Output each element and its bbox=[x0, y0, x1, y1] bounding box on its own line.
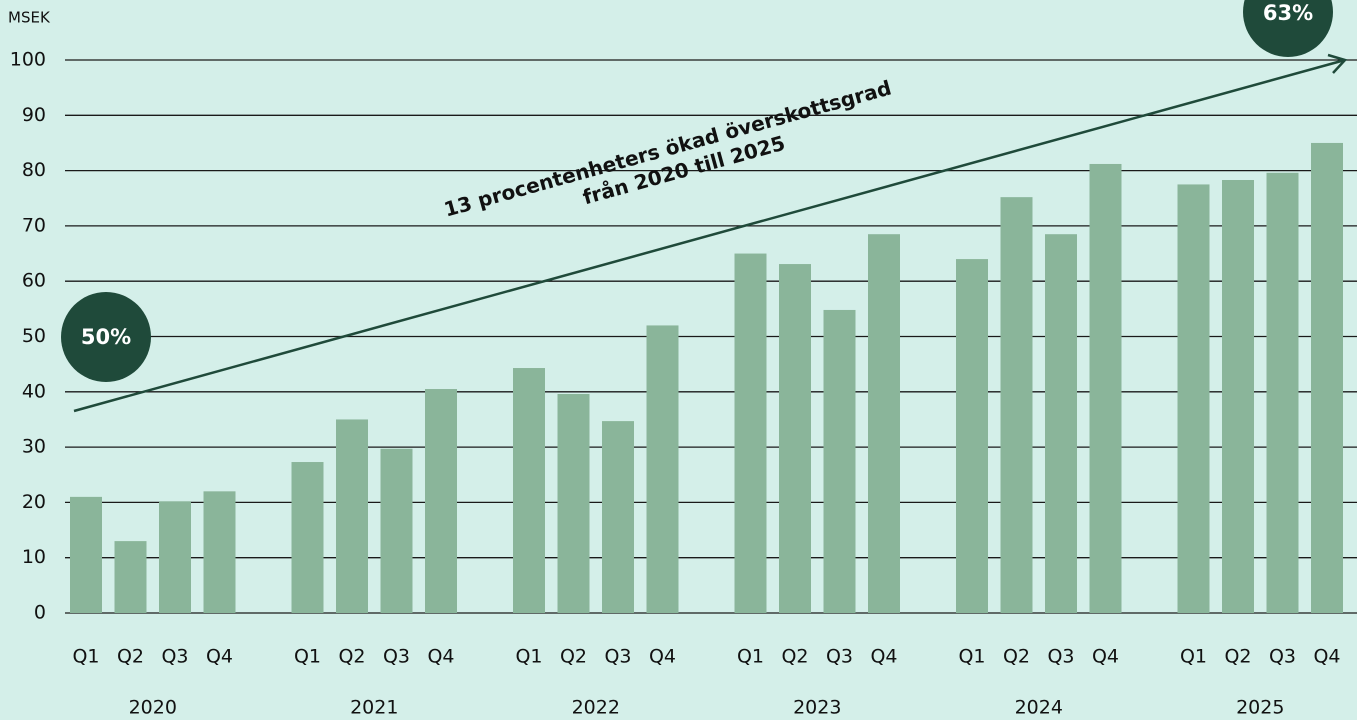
group-label: 2020 bbox=[129, 697, 177, 719]
arrow-head bbox=[1327, 53, 1348, 74]
group-label: 2023 bbox=[793, 697, 841, 719]
y-tick-label: 20 bbox=[22, 491, 46, 513]
x-tick-label: Q3 bbox=[161, 646, 188, 668]
bar bbox=[1177, 184, 1210, 614]
x-tick-label: Q4 bbox=[427, 646, 454, 668]
bar bbox=[114, 541, 147, 613]
bar bbox=[513, 368, 545, 613]
x-tick-label: Q4 bbox=[870, 646, 897, 668]
annotation: 13 procentenheters ökad överskottsgrad bbox=[441, 76, 894, 222]
x-tick-label: Q3 bbox=[826, 646, 853, 668]
bar bbox=[602, 421, 634, 613]
bar bbox=[380, 448, 413, 613]
group-label: 2022 bbox=[572, 697, 620, 719]
x-tick-label: Q1 bbox=[737, 646, 764, 668]
bar bbox=[1000, 197, 1033, 614]
x-tick-label: Q4 bbox=[206, 646, 233, 668]
y-tick-label: 40 bbox=[22, 380, 46, 402]
group-label: 2025 bbox=[1236, 697, 1284, 719]
badge-circle bbox=[1243, 0, 1333, 57]
group-label: 2021 bbox=[350, 697, 398, 719]
x-tick-label: Q1 bbox=[1180, 646, 1207, 668]
y-tick-label: 70 bbox=[22, 214, 46, 236]
y-tick-label: 90 bbox=[22, 104, 46, 126]
x-tick-label: Q4 bbox=[1313, 646, 1340, 668]
badge-label: 63% bbox=[1263, 1, 1313, 25]
y-axis-label: MSEK bbox=[8, 9, 51, 27]
x-tick-label: Q1 bbox=[515, 646, 542, 668]
bar bbox=[557, 394, 590, 613]
bar bbox=[1089, 163, 1122, 614]
bar bbox=[336, 419, 368, 613]
x-tick-label: Q4 bbox=[1092, 646, 1119, 668]
bar bbox=[1222, 180, 1254, 613]
bar bbox=[646, 325, 679, 613]
bar bbox=[868, 234, 900, 613]
x-tick-label: Q2 bbox=[781, 646, 808, 668]
bar bbox=[291, 462, 324, 613]
y-tick-label: 0 bbox=[34, 602, 46, 624]
x-tick-label: Q2 bbox=[1224, 646, 1251, 668]
x-tick-label: Q2 bbox=[117, 646, 144, 668]
x-tick-label: Q1 bbox=[72, 646, 99, 668]
bar bbox=[159, 501, 191, 613]
x-tick-label: Q2 bbox=[338, 646, 365, 668]
x-tick-label: Q1 bbox=[958, 646, 985, 668]
badge-label: 50% bbox=[81, 325, 131, 349]
group-label: 2024 bbox=[1015, 697, 1063, 719]
trend-arrow bbox=[73, 58, 1346, 413]
bar bbox=[1266, 172, 1299, 613]
bar bbox=[1045, 234, 1077, 613]
x-tick-label: Q3 bbox=[383, 646, 410, 668]
bar bbox=[203, 491, 236, 613]
x-tick-label: Q3 bbox=[604, 646, 631, 668]
bar bbox=[425, 389, 457, 613]
bar bbox=[956, 259, 988, 613]
bar bbox=[70, 496, 102, 613]
y-tick-label: 50 bbox=[22, 325, 46, 347]
x-tick-label: Q1 bbox=[294, 646, 321, 668]
badge-circle bbox=[61, 292, 151, 382]
x-tick-label: Q3 bbox=[1047, 646, 1074, 668]
y-tick-label: 80 bbox=[22, 159, 46, 181]
y-tick-label: 100 bbox=[10, 49, 46, 71]
bar bbox=[823, 309, 856, 613]
y-tick-label: 30 bbox=[22, 436, 46, 458]
x-tick-label: Q3 bbox=[1269, 646, 1296, 668]
x-tick-label: Q2 bbox=[560, 646, 587, 668]
bar bbox=[779, 264, 811, 613]
y-tick-label: 60 bbox=[22, 270, 46, 292]
bar bbox=[734, 253, 767, 614]
x-tick-label: Q2 bbox=[1003, 646, 1030, 668]
y-tick-label: 10 bbox=[22, 546, 46, 568]
x-tick-label: Q4 bbox=[649, 646, 676, 668]
bar bbox=[1311, 142, 1343, 613]
